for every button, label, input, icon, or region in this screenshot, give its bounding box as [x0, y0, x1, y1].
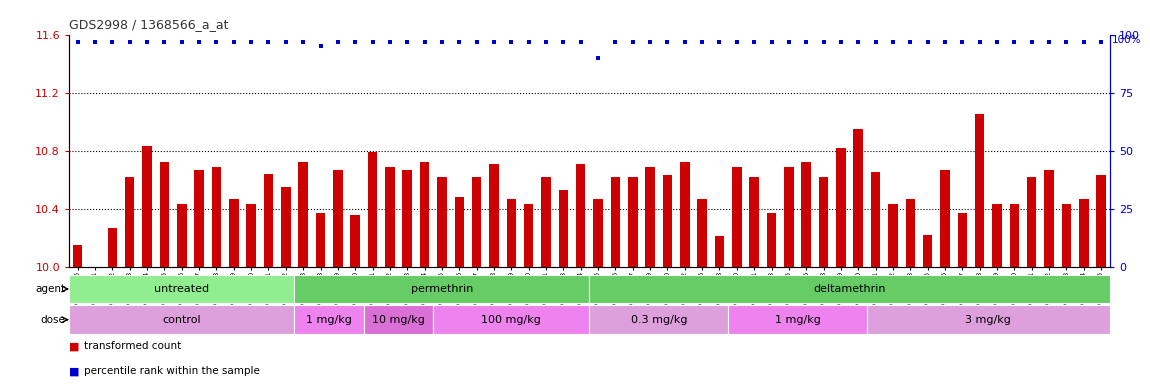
Text: GDS2998 / 1368566_a_at: GDS2998 / 1368566_a_at — [69, 18, 229, 31]
Bar — [69, 305, 294, 334]
Bar — [212, 167, 221, 267]
Bar — [1079, 199, 1089, 267]
Bar — [542, 177, 551, 267]
Bar — [294, 275, 589, 303]
Bar — [454, 197, 465, 267]
Bar — [611, 177, 620, 267]
Bar — [819, 177, 828, 267]
Bar — [1010, 204, 1019, 267]
Bar — [680, 162, 690, 267]
Bar — [160, 162, 169, 267]
Bar — [294, 305, 363, 334]
Bar — [334, 170, 343, 267]
Text: 3 mg/kg: 3 mg/kg — [965, 314, 1011, 325]
Bar — [728, 305, 867, 334]
Bar — [72, 245, 83, 267]
Bar — [437, 177, 446, 267]
Text: dose: dose — [40, 314, 66, 325]
Bar — [194, 170, 204, 267]
Bar — [368, 152, 377, 267]
Bar — [363, 305, 434, 334]
Bar — [246, 204, 256, 267]
Bar — [402, 170, 412, 267]
Text: 100 mg/kg: 100 mg/kg — [482, 314, 542, 325]
Text: permethrin: permethrin — [411, 284, 473, 294]
Text: ■: ■ — [69, 341, 83, 351]
Bar — [524, 204, 534, 267]
Bar — [590, 305, 728, 334]
Text: agent: agent — [36, 284, 66, 294]
Text: deltamethrin: deltamethrin — [813, 284, 886, 294]
Bar — [888, 204, 898, 267]
Bar — [125, 177, 135, 267]
Bar — [836, 148, 845, 267]
Text: 10 mg/kg: 10 mg/kg — [373, 314, 426, 325]
Bar — [298, 162, 308, 267]
Bar — [784, 167, 794, 267]
Bar — [351, 215, 360, 267]
Bar — [593, 199, 603, 267]
Text: 100%: 100% — [1112, 35, 1141, 45]
Bar — [802, 162, 811, 267]
Bar — [733, 167, 742, 267]
Bar — [420, 162, 429, 267]
Bar — [662, 175, 673, 267]
Bar — [1027, 177, 1036, 267]
Bar — [281, 187, 291, 267]
Bar — [922, 235, 933, 267]
Bar — [576, 164, 585, 267]
Bar — [697, 199, 707, 267]
Text: ■: ■ — [69, 366, 83, 376]
Bar — [750, 177, 759, 267]
Bar — [867, 305, 1110, 334]
Bar — [263, 174, 274, 267]
Bar — [143, 146, 152, 267]
Text: transformed count: transformed count — [84, 341, 182, 351]
Bar — [714, 237, 724, 267]
Bar — [69, 275, 294, 303]
Text: 1 mg/kg: 1 mg/kg — [775, 314, 820, 325]
Text: 1 mg/kg: 1 mg/kg — [306, 314, 352, 325]
Bar — [1096, 175, 1106, 267]
Bar — [506, 199, 516, 267]
Bar — [941, 170, 950, 267]
Bar — [559, 190, 568, 267]
Bar — [1044, 170, 1053, 267]
Text: control: control — [162, 314, 201, 325]
Bar — [177, 204, 186, 267]
Bar — [472, 177, 482, 267]
Bar — [316, 213, 325, 267]
Bar — [992, 204, 1002, 267]
Bar — [489, 164, 499, 267]
Bar — [871, 172, 881, 267]
Bar — [767, 213, 776, 267]
Bar — [1061, 204, 1071, 267]
Bar — [645, 167, 654, 267]
Bar — [905, 199, 915, 267]
Text: untreated: untreated — [154, 284, 209, 294]
Bar — [958, 213, 967, 267]
Bar — [385, 167, 394, 267]
Bar — [975, 114, 984, 267]
Bar — [434, 305, 589, 334]
Bar — [229, 199, 238, 267]
Text: 0.3 mg/kg: 0.3 mg/kg — [630, 314, 687, 325]
Bar — [628, 177, 637, 267]
Bar — [108, 228, 117, 267]
Text: percentile rank within the sample: percentile rank within the sample — [84, 366, 260, 376]
Bar — [853, 129, 862, 267]
Bar — [590, 275, 1110, 303]
